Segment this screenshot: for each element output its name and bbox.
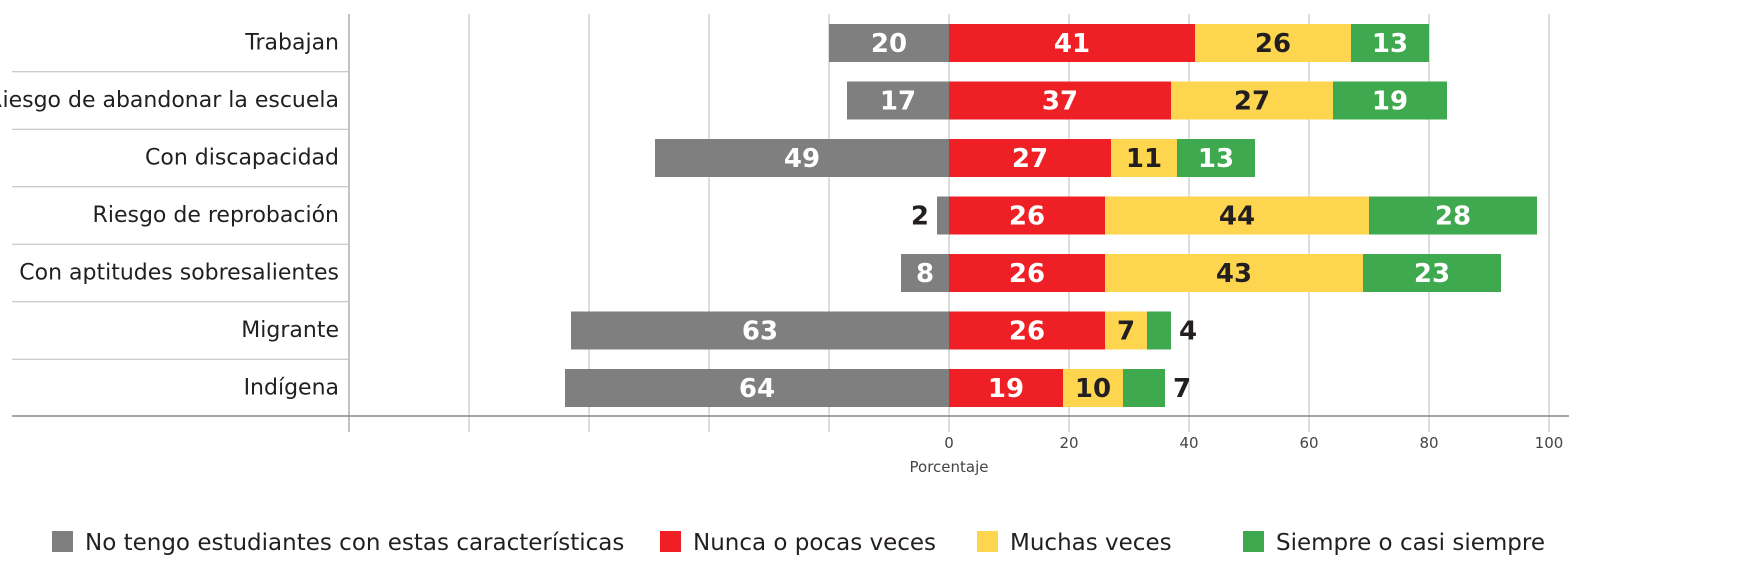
x-tick-label: 20 — [1059, 434, 1078, 452]
x-tick-label: 60 — [1299, 434, 1318, 452]
legend-label: Muchas veces — [1010, 530, 1172, 556]
legend-label: Nunca o pocas veces — [693, 530, 936, 556]
legend-swatch — [1243, 531, 1264, 552]
bar-segment — [1333, 81, 1447, 120]
data-label: 7 — [1117, 317, 1135, 347]
bar-segment — [1063, 369, 1123, 407]
legend-label: Siempre o casi siempre — [1276, 530, 1545, 556]
bar-segment — [829, 24, 949, 62]
y-tick-label: Riesgo de reprobación — [93, 203, 339, 228]
y-tick-label: Trabajan — [244, 31, 339, 56]
data-label: 7 — [1173, 374, 1191, 404]
bar-segment — [565, 369, 949, 407]
data-label: 27 — [1234, 87, 1270, 117]
bar-segment — [1105, 196, 1369, 235]
bar-segment — [1195, 24, 1351, 62]
bar-segment — [949, 254, 1105, 292]
data-label: 11 — [1126, 144, 1162, 174]
data-label: 41 — [1054, 29, 1090, 59]
data-label: 19 — [1372, 87, 1408, 117]
x-tick-label: 0 — [944, 434, 954, 452]
bar-segment — [1363, 254, 1501, 292]
bar-segment — [1369, 196, 1537, 235]
data-label: 64 — [739, 374, 775, 404]
bar-segment — [571, 311, 949, 350]
data-label: 10 — [1075, 374, 1111, 404]
bar-segment — [1177, 139, 1255, 177]
bar-segment — [1171, 81, 1333, 120]
bar-segment — [937, 196, 949, 235]
data-label: 4 — [1179, 317, 1197, 347]
data-label: 8 — [916, 259, 934, 289]
x-tick-label: 100 — [1535, 434, 1564, 452]
data-label: 13 — [1198, 144, 1234, 174]
bar-segment — [655, 139, 949, 177]
bar-segment — [901, 254, 949, 292]
bar-segment — [949, 311, 1105, 350]
legend-swatch — [977, 531, 998, 552]
y-tick-label: Con discapacidad — [145, 146, 339, 171]
bar-segment — [1351, 24, 1429, 62]
data-label: 20 — [871, 29, 907, 59]
x-tick-label: 40 — [1179, 434, 1198, 452]
data-label: 63 — [742, 317, 778, 347]
data-label: 17 — [880, 87, 916, 117]
y-tick-label: Migrante — [241, 318, 339, 343]
bar-segment — [1123, 369, 1165, 407]
bar-segment — [949, 81, 1171, 120]
x-tick-label: 80 — [1419, 434, 1438, 452]
y-tick-label: Indígena — [244, 376, 339, 401]
y-tick-label: Riesgo de abandonar la escuela — [0, 88, 339, 113]
data-label: 27 — [1012, 144, 1048, 174]
legend-swatch — [660, 531, 681, 552]
bar-segment — [847, 81, 949, 120]
bar-segment — [1147, 311, 1171, 350]
bar-segment — [949, 24, 1195, 62]
data-label: 37 — [1042, 87, 1078, 117]
y-tick-label: Con aptitudes sobresalientes — [19, 261, 339, 286]
data-label: 44 — [1219, 202, 1255, 232]
data-label: 19 — [988, 374, 1024, 404]
bar-segment — [1105, 311, 1147, 350]
bar-segment — [1111, 139, 1177, 177]
x-axis-label: Porcentaje — [910, 458, 989, 476]
bar-segment — [949, 196, 1105, 235]
legend-label: No tengo estudiantes con estas caracterí… — [85, 530, 624, 556]
data-label: 26 — [1009, 202, 1045, 232]
data-label: 28 — [1435, 202, 1471, 232]
bar-segment — [949, 139, 1111, 177]
data-label: 26 — [1009, 317, 1045, 347]
bar-segment — [949, 369, 1063, 407]
data-label: 13 — [1372, 29, 1408, 59]
data-label: 23 — [1414, 259, 1450, 289]
bar-segment — [1105, 254, 1363, 292]
data-label: 26 — [1255, 29, 1291, 59]
data-label: 49 — [784, 144, 820, 174]
data-label: 2 — [911, 202, 929, 232]
data-label: 26 — [1009, 259, 1045, 289]
data-label: 43 — [1216, 259, 1252, 289]
legend-swatch — [52, 531, 73, 552]
